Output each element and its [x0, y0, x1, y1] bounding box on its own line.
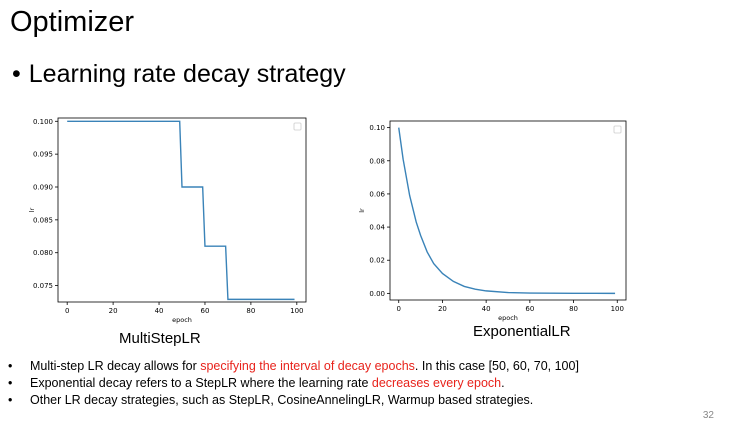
x-tick-label: 100 [290, 307, 303, 315]
legend-box [293, 122, 302, 131]
y-tick-label: 0.100 [33, 118, 53, 126]
y-tick-label: 0.075 [33, 282, 53, 290]
legend-box [613, 125, 622, 134]
y-tick-label: 0.00 [369, 290, 385, 298]
x-tick-label: 20 [109, 307, 118, 315]
y-axis-label: lr [358, 208, 366, 213]
bullet-glyph: • [8, 393, 13, 407]
series-line-0 [67, 120, 295, 301]
series-line-0 [398, 127, 616, 295]
x-tick-label: 60 [201, 307, 210, 315]
y-axis-label: lr [28, 207, 36, 212]
slide-title: Optimizer [10, 6, 135, 38]
y-tick-label: 0.10 [369, 124, 385, 132]
x-tick-label: 60 [525, 305, 534, 313]
x-tick-label: 100 [611, 305, 624, 313]
x-axis-label: epoch [498, 314, 518, 322]
x-tick-label: 80 [246, 307, 255, 315]
y-tick-label: 0.080 [33, 249, 53, 257]
plot-frame [57, 117, 307, 303]
x-tick-label: 0 [397, 305, 401, 313]
x-tick-label: 40 [482, 305, 491, 313]
y-tick-label: 0.085 [33, 216, 53, 224]
bullet-text: Multi-step LR decay allows for [30, 359, 201, 373]
y-tick-label: 0.095 [33, 151, 53, 159]
bullet-list: • Multi-step LR decay allows for specifyi… [8, 358, 708, 409]
x-tick-label: 80 [569, 305, 578, 313]
plot-frame [389, 120, 627, 301]
exponentiallr-chart: 0 20 40 60 80 100 0.00 0.02 0.04 0.06 0.08 0.10 epoc… [358, 120, 627, 322]
bullet-item: • Other LR decay strategies, such as Step… [8, 392, 708, 409]
x-tick-label: 0 [65, 307, 69, 315]
y-tick-label: 0.06 [369, 190, 385, 198]
bullet-text-after: . [501, 376, 505, 390]
bullet-text-after: . In this case [50, 60, 70, 100] [414, 359, 579, 373]
multisteplr-chart: 0 20 40 60 80 100 0.075 0.080 0.085 0.090 0.095 0.1… [28, 117, 307, 324]
x-tick-label: 40 [155, 307, 164, 315]
slide-heading: • Learning rate decay strategy [12, 58, 346, 90]
heading-text: Learning rate decay strategy [28, 60, 346, 88]
bullet-glyph: • [12, 60, 21, 88]
bullet-glyph: • [8, 359, 13, 373]
bullet-glyph: • [8, 376, 13, 390]
y-tick-label: 0.090 [33, 184, 53, 192]
bullet-text: Exponential decay refers to a StepLR whe… [30, 376, 372, 390]
bullet-highlight: decreases every epoch [371, 376, 502, 390]
bullet-text: Other LR decay strategies, such as StepL… [30, 393, 534, 407]
page-number: 32 [702, 410, 714, 421]
bullet-highlight: specifying the interval of decay epochs [200, 359, 415, 373]
multisteplr-caption: MultiStepLR [119, 330, 201, 347]
y-tick-label: 0.02 [369, 257, 385, 265]
y-tick-label: 0.04 [369, 224, 385, 232]
x-axis-label: epoch [172, 316, 192, 324]
y-tick-label: 0.08 [369, 157, 385, 165]
bullet-item: • Multi-step LR decay allows for specifyi… [8, 358, 708, 375]
x-tick-label: 20 [438, 305, 447, 313]
bullet-item: • Exponential decay refers to a StepLR wh… [8, 375, 708, 392]
exponentiallr-caption: ExponentialLR [473, 323, 571, 340]
